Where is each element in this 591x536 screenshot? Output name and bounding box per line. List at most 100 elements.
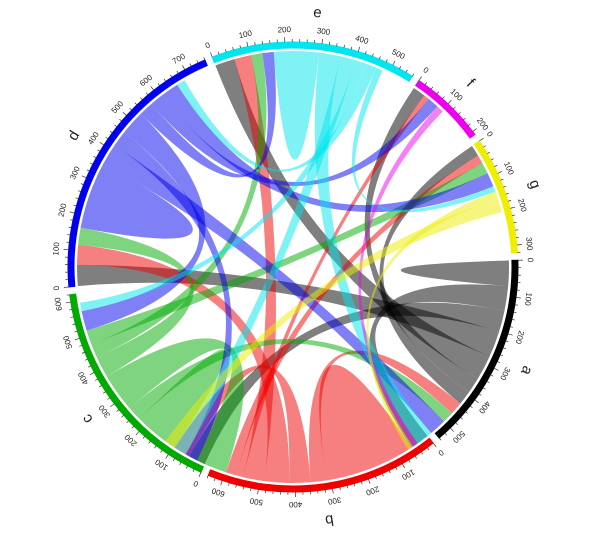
- tick-c-0: [199, 472, 201, 477]
- tick-label-g-300: 300: [524, 237, 534, 252]
- tick-d-200: [70, 212, 75, 213]
- tick-label-c-600: 600: [53, 296, 64, 311]
- tick-label-e-500: 500: [390, 47, 406, 61]
- tick-d-440: [110, 131, 112, 133]
- tick-d-220: [74, 205, 77, 206]
- tick-label-g-200: 200: [516, 198, 528, 214]
- tick-e-60: [233, 47, 234, 50]
- tick-b-60: [415, 456, 417, 459]
- tick-a-480: [455, 423, 457, 425]
- tick-d-460: [115, 125, 117, 127]
- tick-label-b-100: 100: [400, 467, 417, 482]
- tick-e-0: [210, 52, 212, 57]
- link-a-a: [401, 261, 509, 287]
- tick-b-280: [340, 487, 341, 490]
- tick-d-160: [69, 227, 72, 228]
- tick-e-540: [406, 70, 408, 73]
- tick-e-380: [351, 47, 352, 50]
- tick-e-360: [344, 45, 345, 48]
- tick-d-420: [106, 137, 108, 139]
- tick-d-720: [190, 64, 191, 67]
- tick-a-320: [491, 375, 494, 376]
- tick-e-100: [247, 42, 248, 47]
- tick-label-f-0: 0: [422, 65, 431, 75]
- tick-c-120: [161, 450, 163, 452]
- tick-g-60: [491, 159, 494, 160]
- tick-f-80: [442, 97, 444, 99]
- tick-g-100: [498, 171, 503, 173]
- tick-c-140: [154, 446, 156, 448]
- tick-label-d-600: 600: [138, 72, 154, 88]
- tick-c-440: [85, 359, 88, 360]
- tick-e-560: [412, 74, 414, 77]
- tick-label-g-100: 100: [502, 160, 516, 176]
- tick-b-300: [332, 489, 333, 494]
- tick-d-480: [119, 119, 121, 121]
- tick-label-b-200: 200: [364, 484, 380, 497]
- tick-e-300: [322, 39, 323, 44]
- tick-label-e-300: 300: [316, 26, 331, 37]
- tick-b-260: [347, 485, 348, 488]
- tick-e-40: [225, 49, 226, 52]
- tick-label-e-200: 200: [277, 25, 291, 35]
- tick-c-540: [72, 324, 75, 325]
- tick-b-240: [354, 484, 355, 487]
- tick-g-80: [494, 165, 497, 166]
- tick-d-240: [76, 198, 79, 199]
- tick-e-20: [218, 52, 219, 55]
- tick-e-520: [399, 66, 400, 69]
- tick-label-d-400: 400: [86, 130, 101, 147]
- tick-f-200: [473, 129, 477, 132]
- tick-c-280: [117, 410, 119, 412]
- tick-b-500: [258, 489, 259, 494]
- tick-label-c-100: 100: [153, 457, 170, 472]
- tick-c-180: [143, 436, 145, 438]
- tick-b-560: [236, 485, 237, 488]
- tick-c-220: [132, 426, 134, 428]
- sector-label-f: f: [463, 76, 478, 92]
- tick-e-460: [379, 56, 380, 59]
- tick-label-c-300: 300: [97, 403, 113, 420]
- tick-d-680: [177, 71, 179, 74]
- tick-f-160: [463, 118, 465, 120]
- tick-c-320: [107, 398, 109, 400]
- tick-label-a-300: 300: [498, 366, 512, 382]
- tick-a-120: [515, 305, 518, 306]
- tick-d-280: [81, 184, 84, 185]
- tick-e-420: [365, 51, 366, 54]
- tick-e-120: [255, 42, 256, 45]
- tick-c-240: [127, 421, 129, 423]
- tick-f-180: [468, 124, 470, 126]
- sector-label-c: c: [78, 410, 96, 427]
- tick-label-g-0: 0: [485, 130, 495, 139]
- tick-label-a-500: 500: [451, 429, 467, 445]
- tick-c-20: [193, 469, 194, 472]
- tick-a-340: [487, 381, 490, 383]
- tick-label-e-0: 0: [204, 40, 212, 50]
- tick-g-160: [506, 193, 509, 194]
- sector-label-g: g: [525, 178, 544, 191]
- tick-a-100: [516, 297, 521, 298]
- tick-g-140: [503, 186, 506, 187]
- tick-c-480: [79, 345, 82, 346]
- tick-d-700: [182, 65, 184, 69]
- tick-c-60: [180, 462, 181, 465]
- tick-a-360: [483, 388, 486, 390]
- tick-a-220: [506, 341, 509, 342]
- tick-e-80: [240, 45, 241, 48]
- tick-g-200: [510, 207, 515, 208]
- tick-a-280: [497, 361, 500, 362]
- tick-d-600: [151, 86, 154, 90]
- tick-label-d-0: 0: [52, 285, 61, 291]
- tick-f-120: [453, 107, 455, 109]
- sector-label-e: e: [312, 4, 322, 22]
- tick-a-380: [479, 394, 481, 396]
- tick-g-0: [479, 138, 483, 141]
- tick-c-360: [99, 385, 102, 387]
- tick-label-d-700: 700: [171, 51, 188, 66]
- tick-b-600: [221, 481, 223, 486]
- sector-label-b: b: [324, 511, 335, 529]
- tick-d-180: [70, 220, 73, 221]
- tick-label-a-100: 100: [523, 292, 534, 307]
